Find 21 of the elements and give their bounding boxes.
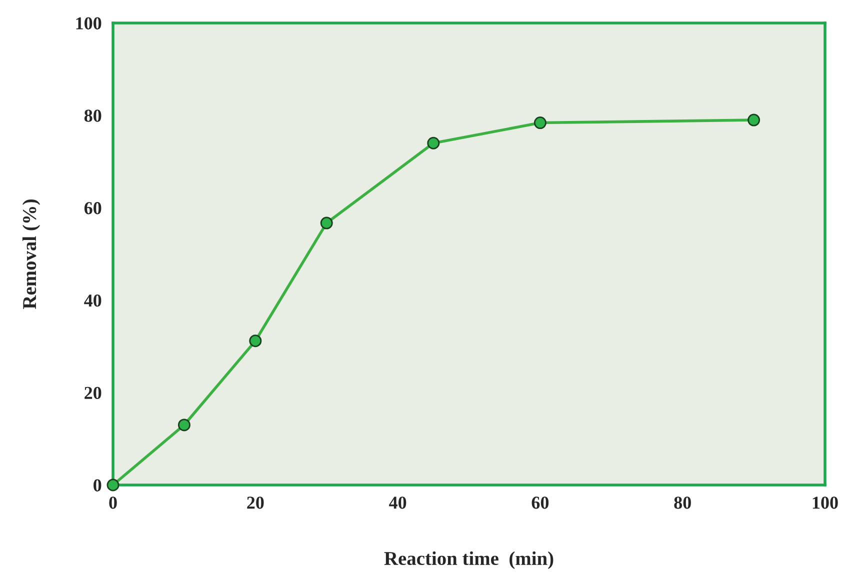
x-tick-label: 100 <box>812 496 838 509</box>
x-tick-label: 20 <box>247 496 264 509</box>
y-tick-label: 20 <box>84 386 102 400</box>
y-tick-label: 0 <box>94 479 102 492</box>
x-tick-label: 40 <box>389 496 406 509</box>
point <box>320 216 333 230</box>
point <box>178 418 190 432</box>
x-tick-label: 80 <box>674 496 691 509</box>
y-axis-title: Removal (%) <box>22 200 40 310</box>
x-axis-title: Reaction time (min) <box>384 551 554 570</box>
point <box>534 116 546 130</box>
point <box>106 478 120 492</box>
y-tick-label: 60 <box>84 202 102 214</box>
x-tick-label: 0 <box>109 496 117 509</box>
y-tick-label: 40 <box>84 294 102 307</box>
point <box>427 136 440 150</box>
point <box>748 114 760 126</box>
x-tick-label: 60 <box>532 496 549 509</box>
y-tick-label: 80 <box>84 110 102 122</box>
y-tick-label: 100 <box>76 17 102 30</box>
point <box>249 334 262 348</box>
